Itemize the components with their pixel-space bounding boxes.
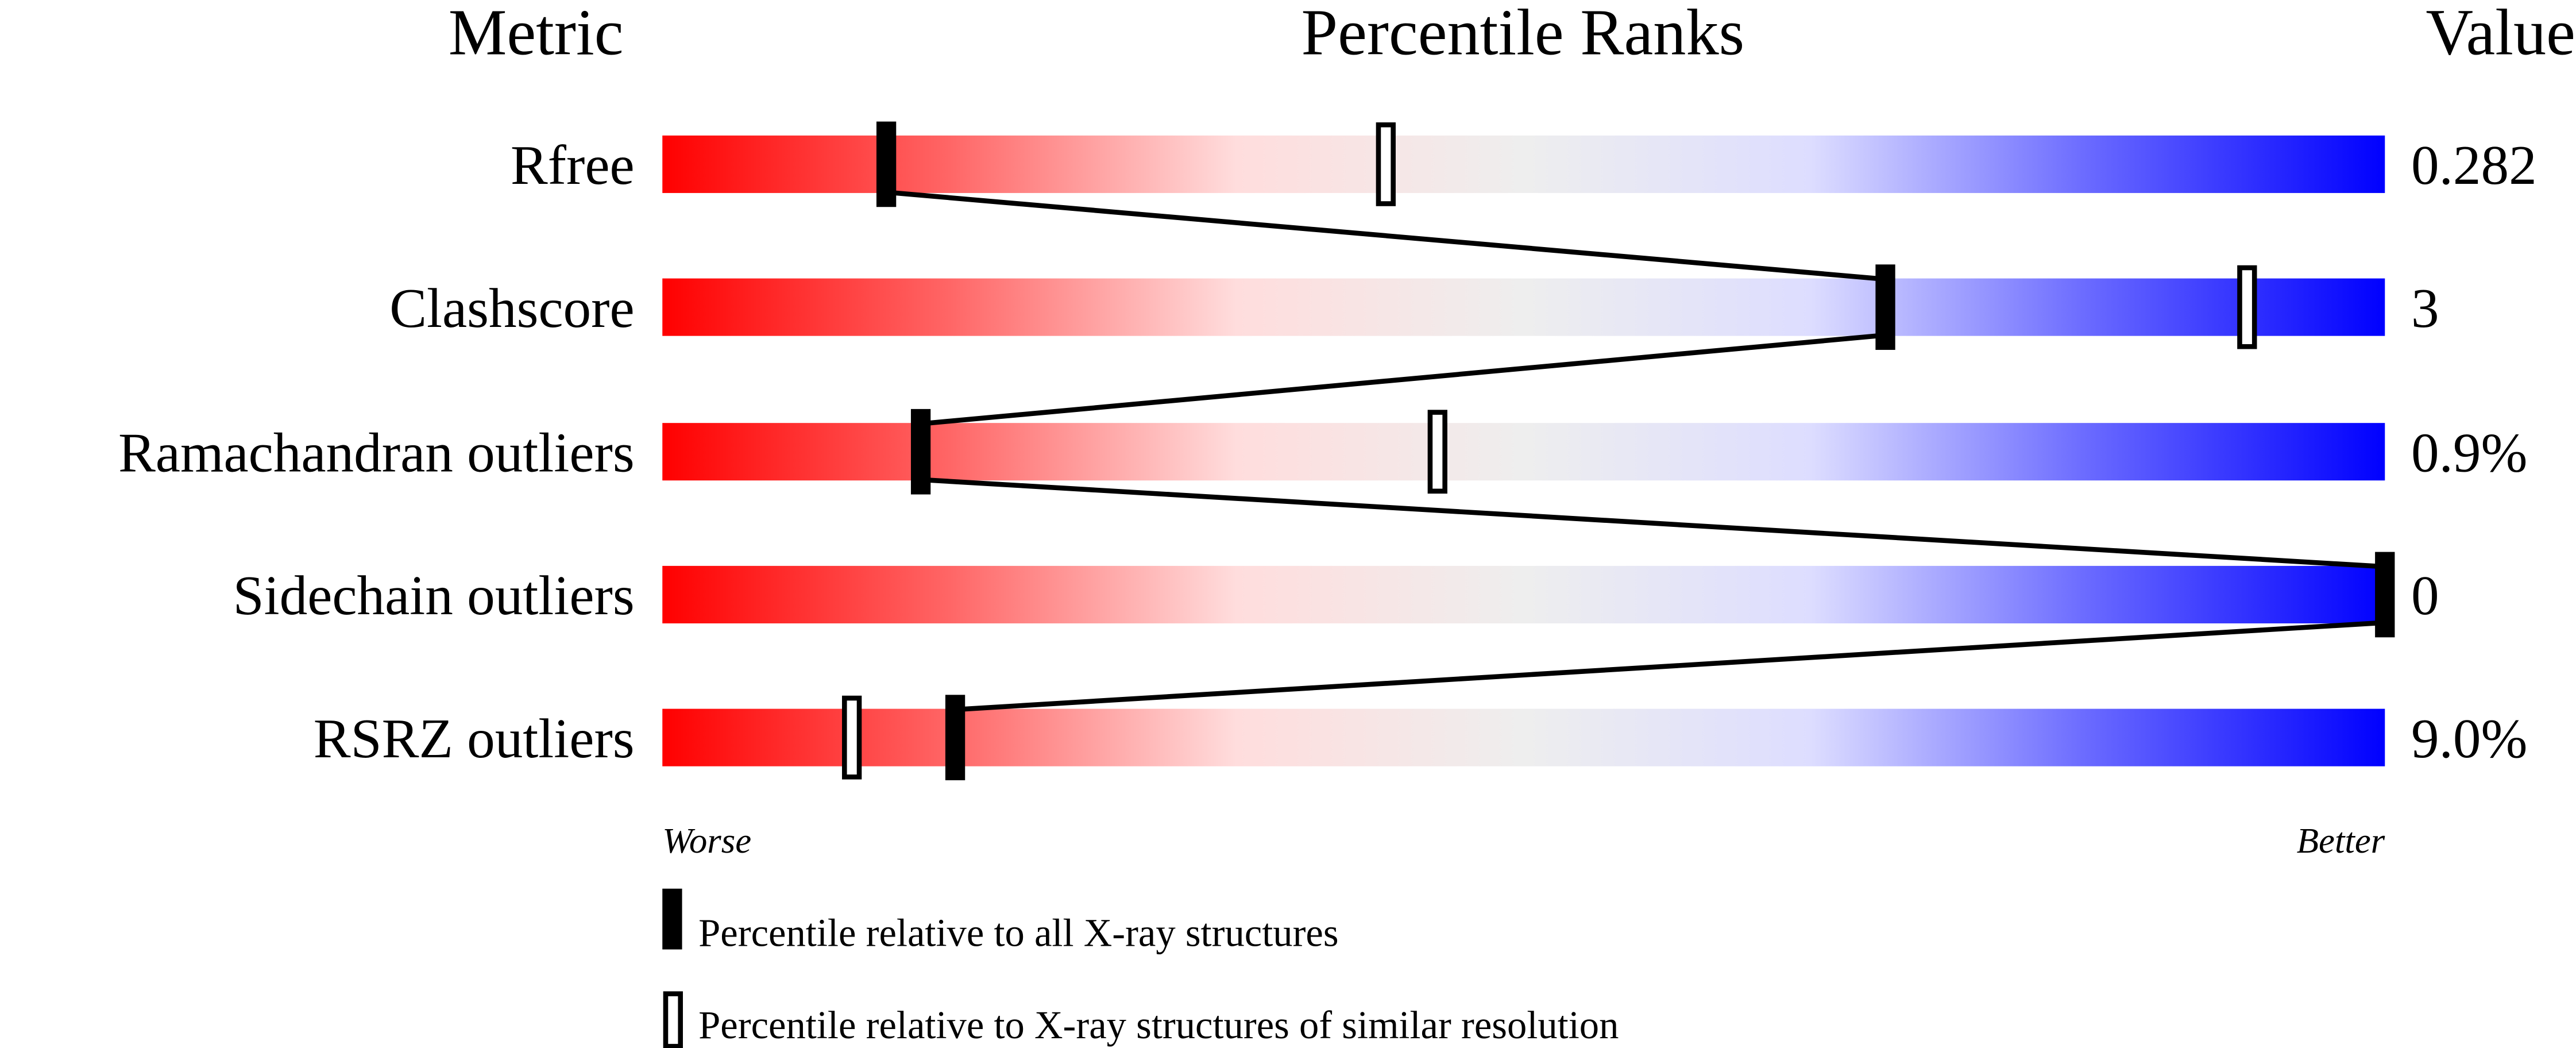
header-metric: Metric <box>449 0 624 68</box>
metric-label: Clashscore <box>389 278 634 340</box>
marker-similar-resolution <box>841 695 862 780</box>
percentile-bar <box>662 565 2385 623</box>
marker-all-structures <box>876 121 897 207</box>
percentile-bar <box>662 135 2385 193</box>
legend-filled-marker <box>662 888 682 950</box>
legend-label-all: Percentile relative to all X-ray structu… <box>698 911 1338 955</box>
percentile-bar <box>662 708 2385 766</box>
marker-all-structures <box>945 695 965 780</box>
axis-label-worse: Worse <box>662 820 751 861</box>
metric-label: Sidechain outliers <box>233 565 635 627</box>
axis-label-better: Better <box>2297 820 2385 861</box>
marker-similar-resolution <box>1427 410 1447 494</box>
percentile-bar <box>662 278 2385 336</box>
marker-all-structures <box>910 409 931 495</box>
marker-all-structures <box>2375 552 2395 638</box>
marker-similar-resolution <box>1376 122 1396 206</box>
metric-value: 9.0% <box>2411 708 2527 770</box>
percentile-bar <box>662 423 2385 481</box>
connector-line <box>920 477 2385 569</box>
header-percentile-ranks: Percentile Ranks <box>1301 0 1745 68</box>
metric-value: 0 <box>2411 565 2439 627</box>
header-value: Value <box>2426 0 2575 68</box>
metric-label: RSRZ outliers <box>314 708 635 770</box>
connector-line <box>920 332 1886 426</box>
metric-label: Rfree <box>511 134 635 196</box>
metric-value: 0.9% <box>2411 422 2527 484</box>
connector-line <box>955 620 2385 712</box>
legend-label-similar: Percentile relative to X-ray structures … <box>698 1003 1619 1047</box>
marker-similar-resolution <box>2237 265 2257 349</box>
metric-value: 0.282 <box>2411 134 2537 196</box>
legend-open-marker <box>663 991 683 1048</box>
marker-all-structures <box>1875 264 1895 350</box>
metric-label: Ramachandran outliers <box>118 422 635 484</box>
metric-value: 3 <box>2411 278 2439 340</box>
connector-line <box>886 190 1886 282</box>
